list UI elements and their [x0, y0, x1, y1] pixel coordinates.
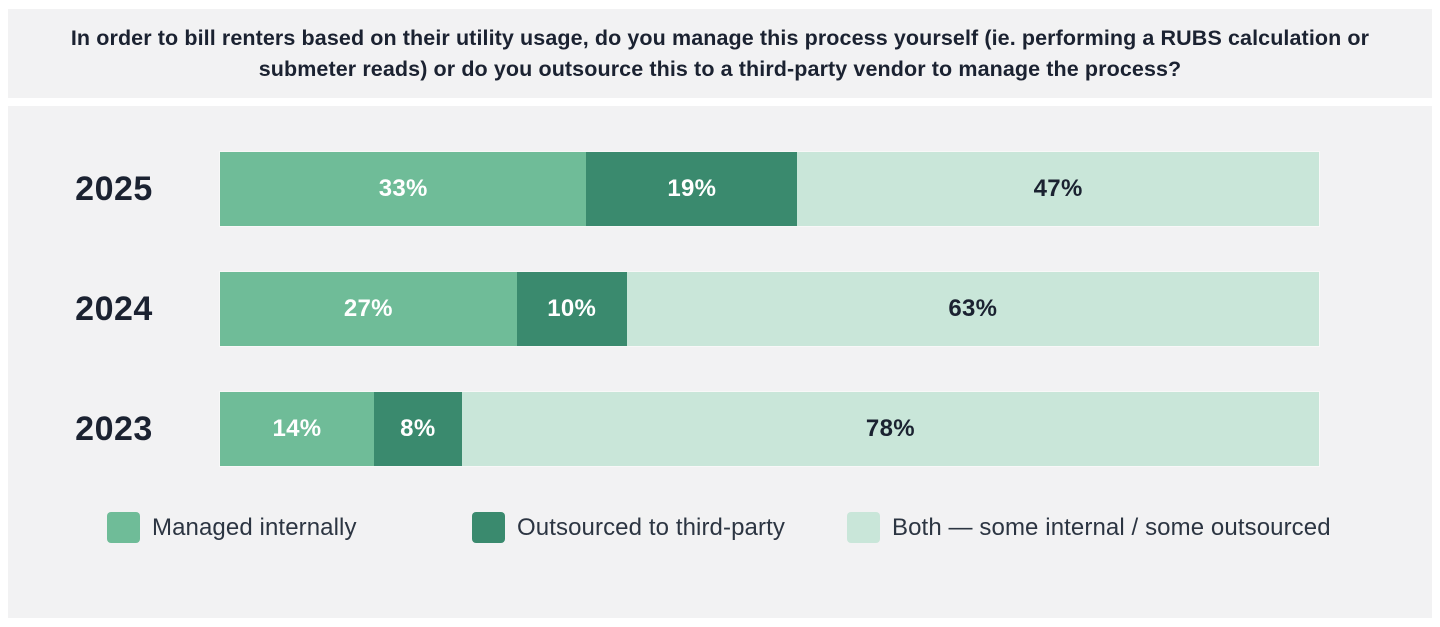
segment-value-label: 27% [343, 295, 393, 322]
year-label: 2024 [75, 289, 153, 328]
chart-panel: 2025 33% 19% 47% 2024 27% 10% 63% [8, 106, 1432, 618]
bar-segment-outsourced: 10% [516, 272, 627, 346]
legend-item-both: Both — some internal / some outsourced [847, 512, 1331, 543]
legend-label: Managed internally [152, 513, 357, 541]
legend-swatch-outsourced-icon [472, 512, 505, 543]
segment-value-label: 8% [400, 415, 436, 442]
chart-row-2025: 2025 33% 19% 47% [8, 152, 1432, 226]
bar-segment-managed-internally: 33% [220, 152, 587, 226]
legend-label: Outsourced to third-party [517, 513, 785, 541]
stacked-bar: 27% 10% 63% [220, 272, 1320, 346]
bar-segment-outsourced: 8% [373, 392, 462, 466]
bar-segment-both: 63% [626, 272, 1320, 346]
bar-segment-outsourced: 19% [586, 152, 798, 226]
segment-value-label: 47% [1033, 175, 1083, 202]
stacked-bar: 33% 19% 47% [220, 152, 1319, 226]
bar-segment-both: 47% [797, 152, 1319, 226]
segment-value-label: 10% [547, 295, 597, 322]
legend: Managed internally Outsourced to third-p… [107, 512, 1432, 543]
title-panel: In order to bill renters based on their … [8, 9, 1432, 98]
bar-segment-managed-internally: 27% [220, 272, 517, 346]
segment-value-label: 19% [667, 175, 717, 202]
year-label: 2023 [75, 409, 153, 448]
stacked-bar: 14% 8% 78% [220, 392, 1319, 466]
legend-swatch-both-icon [847, 512, 880, 543]
segment-value-label: 63% [948, 295, 998, 322]
bar-segment-both: 78% [461, 392, 1319, 466]
segment-value-label: 14% [272, 415, 322, 442]
legend-label: Both — some internal / some outsourced [892, 513, 1331, 541]
bar-segment-managed-internally: 14% [220, 392, 374, 466]
year-label: 2025 [75, 169, 153, 208]
chart-row-2023: 2023 14% 8% 78% [8, 392, 1432, 466]
legend-swatch-managed-internally-icon [107, 512, 140, 543]
legend-item-managed-internally: Managed internally [107, 512, 357, 543]
chart-row-2024: 2024 27% 10% 63% [8, 272, 1432, 346]
segment-value-label: 33% [378, 175, 428, 202]
legend-item-outsourced: Outsourced to third-party [472, 512, 785, 543]
chart-title: In order to bill renters based on their … [70, 25, 1370, 81]
segment-value-label: 78% [865, 415, 915, 442]
